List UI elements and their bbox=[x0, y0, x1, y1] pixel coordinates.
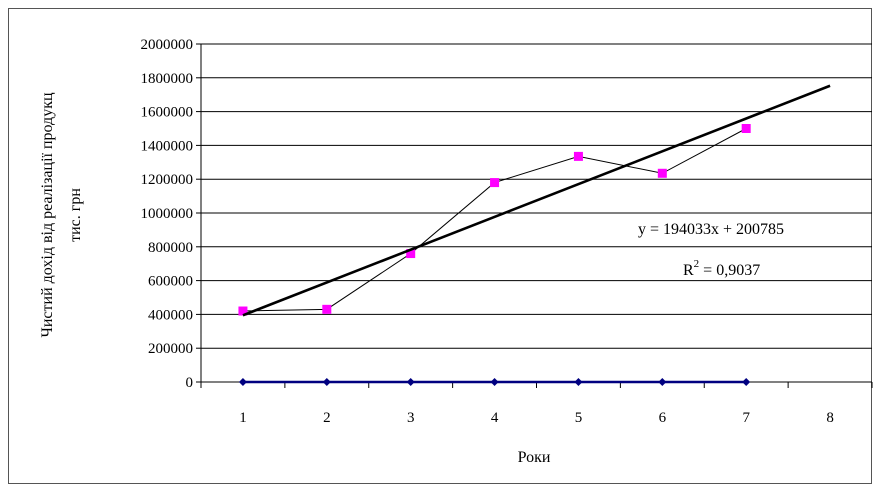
x-tick-label: 1 bbox=[239, 410, 247, 426]
zero-series-marker bbox=[407, 378, 415, 386]
r-squared-prefix: R bbox=[683, 262, 694, 279]
data-point-marker bbox=[490, 178, 499, 187]
y-tick-label: 2000000 bbox=[141, 37, 194, 53]
x-tick-label: 6 bbox=[659, 410, 667, 426]
x-tick-label: 3 bbox=[407, 410, 415, 426]
series-line bbox=[243, 129, 746, 312]
y-tick-label: 1200000 bbox=[141, 172, 194, 188]
zero-series-marker bbox=[323, 378, 331, 386]
y-tick-label: 400000 bbox=[148, 307, 193, 323]
y-tick-labels: 0 200000 400000 600000 800000 1000000 1200000 1… bbox=[141, 37, 194, 391]
y-tick-label: 200000 bbox=[148, 341, 193, 357]
zero-series-marker bbox=[742, 378, 750, 386]
y-tick-label: 0 bbox=[186, 375, 194, 391]
y-tick-label: 1000000 bbox=[141, 206, 194, 222]
data-point-marker bbox=[574, 152, 583, 161]
zero-series-marker bbox=[239, 378, 247, 386]
r-squared-label: R2 = 0,9037 bbox=[683, 258, 760, 279]
x-tick-label: 5 bbox=[575, 410, 583, 426]
y-axis-title-line1: Чистий дохід від реалізації продукц bbox=[39, 92, 56, 338]
gridlines bbox=[196, 44, 872, 388]
x-tick-labels: 1 2 3 4 5 6 7 8 bbox=[239, 410, 834, 426]
y-tick-label: 1800000 bbox=[141, 71, 194, 87]
x-tick-label: 4 bbox=[491, 410, 499, 426]
trendline-equation: y = 194033x + 200785 bbox=[638, 221, 784, 238]
y-tick-label: 1400000 bbox=[141, 138, 194, 154]
zero-series-marker bbox=[491, 378, 499, 386]
x-tick-label: 7 bbox=[742, 410, 750, 426]
y-tick-label: 1600000 bbox=[141, 105, 194, 121]
data-point-marker bbox=[658, 169, 667, 178]
data-point-marker bbox=[322, 305, 331, 314]
data-point-marker bbox=[742, 124, 751, 133]
y-axis-title-line2: тис. грн bbox=[67, 188, 84, 242]
data-series bbox=[238, 124, 750, 386]
zero-series-marker bbox=[574, 378, 582, 386]
x-tick-label: 2 bbox=[323, 410, 331, 426]
x-tick-label: 8 bbox=[826, 410, 834, 426]
zero-series-marker bbox=[658, 378, 666, 386]
y-tick-label: 800000 bbox=[148, 240, 193, 256]
y-tick-label: 600000 bbox=[148, 274, 193, 290]
r-squared-value: = 0,9037 bbox=[699, 262, 760, 279]
x-axis-title: Роки bbox=[518, 449, 551, 466]
